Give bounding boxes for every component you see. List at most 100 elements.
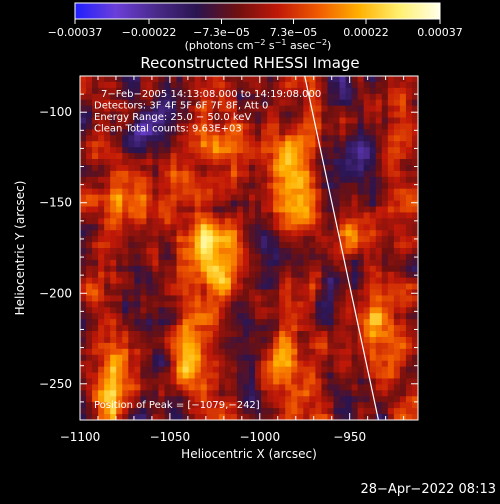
heatmap-cell — [405, 159, 413, 166]
heatmap-cell — [122, 265, 129, 273]
heatmap-cell — [291, 153, 298, 160]
heatmap-cell — [212, 336, 220, 344]
heatmap-cell — [321, 402, 329, 409]
heatmap-cell — [339, 414, 347, 420]
heatmap-cell — [170, 176, 178, 184]
heatmap-cell — [405, 402, 413, 409]
heatmap-cell — [224, 277, 232, 285]
heatmap-cell — [188, 366, 196, 374]
heatmap-cell — [80, 105, 87, 113]
heatmap-cell — [164, 236, 172, 243]
heatmap-cell — [86, 342, 93, 350]
heatmap-cell — [321, 81, 329, 89]
heatmap-cell — [399, 366, 407, 374]
heatmap-cell — [128, 384, 135, 391]
heatmap-cell — [369, 265, 377, 273]
heatmap-cell — [122, 331, 129, 338]
heatmap-cell — [188, 331, 196, 338]
heatmap-cell — [351, 396, 359, 403]
heatmap-cell — [411, 384, 418, 391]
heatmap-cell — [273, 135, 280, 142]
heatmap-cell — [363, 289, 371, 297]
heatmap-cell — [242, 236, 250, 243]
heatmap-cell — [86, 354, 93, 362]
heatmap-cell — [116, 342, 123, 350]
heatmap-cell — [230, 105, 238, 113]
heatmap-cell — [170, 372, 178, 380]
heatmap-cell — [261, 289, 268, 297]
heatmap-cell — [140, 366, 147, 374]
heatmap-cell — [405, 224, 413, 231]
heatmap-cell — [387, 76, 395, 83]
heatmap-cell — [255, 236, 262, 243]
heatmap-cell — [375, 81, 383, 89]
heatmap-cell — [152, 111, 160, 119]
heatmap-cell — [194, 366, 202, 374]
heatmap-cell — [375, 135, 383, 142]
heatmap-cell — [194, 342, 202, 350]
heatmap-cell — [98, 170, 105, 178]
heatmap-cell — [122, 230, 129, 237]
heatmap-cell — [152, 253, 160, 261]
heatmap-cell — [291, 408, 298, 415]
heatmap-cell — [303, 111, 310, 119]
heatmap-cell — [279, 242, 286, 249]
heatmap-cell — [399, 147, 407, 154]
heatmap-cell — [230, 218, 238, 225]
heatmap-cell — [369, 153, 377, 160]
heatmap-cell — [255, 141, 262, 148]
heatmap-cell — [267, 194, 274, 202]
heatmap-cell — [182, 354, 190, 362]
heatmap-cell — [303, 366, 310, 374]
heatmap-cell — [291, 117, 298, 125]
heatmap-cell — [152, 218, 160, 225]
heatmap-cell — [303, 253, 310, 261]
heatmap-cell — [152, 141, 160, 148]
heatmap-cell — [327, 81, 335, 89]
heatmap-cell — [261, 259, 268, 267]
heatmap-cell — [261, 271, 268, 279]
heatmap-cell — [309, 159, 316, 166]
heatmap-cell — [182, 182, 190, 190]
heatmap-cell — [92, 336, 99, 344]
heatmap-cell — [230, 129, 238, 136]
heatmap-cell — [218, 76, 226, 83]
heatmap-cell — [170, 301, 178, 308]
heatmap-cell — [92, 153, 99, 160]
heatmap-cell — [273, 360, 280, 368]
heatmap-cell — [333, 319, 341, 326]
heatmap-cell — [110, 360, 117, 368]
heatmap-cell — [152, 147, 160, 154]
heatmap-cell — [315, 307, 323, 314]
heatmap-cell — [279, 319, 286, 326]
heatmap-cell — [242, 390, 250, 397]
heatmap-cell — [116, 390, 123, 397]
heatmap-cell — [110, 170, 117, 178]
heatmap-cell — [285, 248, 292, 255]
heatmap-cell — [351, 218, 359, 225]
heatmap-cell — [104, 153, 111, 160]
heatmap-cell — [375, 414, 383, 420]
heatmap-cell — [297, 111, 304, 119]
heatmap-cell — [327, 396, 335, 403]
heatmap-cell — [86, 360, 93, 368]
heatmap-cell — [261, 372, 268, 380]
heatmap-cell — [200, 123, 208, 130]
heatmap-cell — [357, 301, 365, 308]
heatmap-cell — [267, 366, 274, 374]
heatmap-cell — [188, 271, 196, 279]
heatmap-cell — [339, 230, 347, 237]
heatmap-cell — [158, 271, 166, 279]
heatmap-cell — [303, 295, 310, 302]
heatmap-cell — [321, 236, 329, 243]
heatmap-cell — [249, 378, 256, 386]
heatmap-cell — [140, 176, 147, 184]
heatmap-cell — [327, 212, 335, 219]
heatmap-cell — [369, 81, 377, 89]
heatmap-cell — [255, 384, 262, 391]
heatmap-cell — [224, 348, 232, 356]
heatmap-cell — [200, 176, 208, 184]
heatmap-cell — [164, 360, 172, 368]
heatmap-cell — [218, 105, 226, 113]
heatmap-cell — [273, 342, 280, 350]
